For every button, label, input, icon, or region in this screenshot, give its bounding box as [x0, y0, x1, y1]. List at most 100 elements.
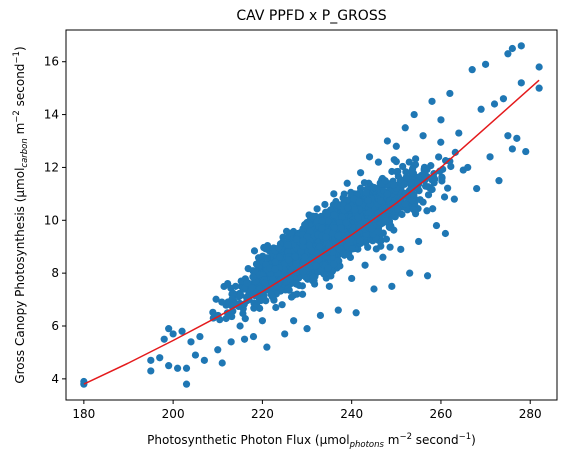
y-axis-label: Gross Canopy Photosynthesis (µmolcarbon …	[12, 46, 30, 383]
scatter-point	[292, 268, 300, 276]
y-tick-label: 14	[44, 108, 59, 122]
y-tick-label: 12	[44, 160, 59, 174]
scatter-point	[147, 356, 155, 364]
scatter-point	[173, 364, 182, 372]
scatter-point	[481, 60, 490, 68]
chart-title: CAV PPFD x P_GROSS	[236, 8, 386, 24]
scatter-point	[260, 292, 268, 300]
scatter-point	[327, 272, 335, 280]
scatter-point	[429, 205, 437, 213]
fit-line	[83, 79, 540, 385]
scatter-point	[535, 84, 543, 92]
scatter-point	[178, 327, 186, 335]
scatter-point	[330, 224, 339, 232]
scatter-point	[297, 247, 305, 256]
scatter-point	[348, 245, 357, 253]
points-layer	[80, 42, 543, 388]
y-tick-label: 6	[51, 319, 59, 333]
scatter-point	[352, 309, 360, 317]
scatter-point	[290, 317, 298, 325]
scatter-point	[254, 254, 263, 262]
scatter-point	[376, 197, 385, 205]
scatter-point	[307, 246, 316, 255]
scatter-point	[291, 253, 299, 261]
scatter-point	[275, 244, 283, 252]
scatter-point	[200, 356, 208, 364]
scatter-point	[435, 153, 443, 161]
scatter-point	[392, 168, 401, 176]
scatter-point	[423, 207, 431, 215]
scatter-point	[409, 206, 418, 214]
scatter-point	[196, 332, 204, 341]
scatter-point	[330, 211, 338, 219]
scatter-point	[392, 158, 400, 166]
scatter-point	[249, 273, 257, 281]
scatter-point	[361, 261, 369, 269]
scatter-point	[386, 243, 394, 251]
scatter-point	[455, 129, 463, 137]
scatter-point	[451, 148, 459, 156]
scatter-point	[400, 180, 409, 188]
scatter-point	[286, 275, 294, 283]
scatter-point	[431, 175, 439, 183]
scatter-point	[312, 262, 320, 270]
scatter-point	[379, 253, 387, 261]
scatter-point	[256, 285, 264, 293]
scatter-point	[293, 290, 301, 298]
scatter-point	[165, 362, 173, 370]
scatter-point	[282, 227, 291, 235]
x-tick-label: 180	[72, 407, 95, 421]
scatter-point	[423, 272, 432, 280]
scatter-point	[318, 224, 326, 232]
scatter-point	[499, 95, 508, 103]
scatter-point	[356, 223, 364, 231]
x-tick-label: 200	[162, 407, 185, 421]
scatter-point	[292, 235, 301, 243]
y-tick-label: 8	[51, 266, 59, 280]
scatter-point	[252, 260, 261, 268]
scatter-point	[508, 44, 516, 53]
scatter-point	[262, 245, 270, 253]
scatter-point	[250, 247, 259, 255]
scatter-point	[374, 227, 382, 236]
scatter-point	[337, 224, 345, 232]
x-tick-label: 240	[340, 407, 363, 421]
scatter-point	[468, 66, 476, 74]
scatter-point	[281, 330, 289, 338]
scatter-point	[444, 184, 452, 192]
scatter-point	[261, 279, 269, 287]
scatter-point	[382, 217, 390, 225]
scatter-point	[432, 221, 441, 230]
scatter-point	[267, 290, 275, 298]
scatter-point	[313, 205, 321, 213]
scatter-point	[316, 311, 325, 320]
scatter-point	[292, 260, 300, 268]
scatter-point	[357, 169, 365, 177]
scatter-point	[383, 137, 391, 145]
scatter-point	[325, 241, 333, 250]
scatter-point	[401, 124, 409, 132]
scatter-point	[218, 359, 226, 367]
scatter-point	[325, 282, 333, 290]
scatter-point	[343, 179, 351, 187]
scatter-point	[391, 213, 399, 221]
scatter-point	[165, 325, 173, 333]
scatter-point	[236, 322, 244, 330]
scatter-point	[419, 198, 427, 206]
y-tick-label: 10	[44, 213, 59, 227]
scatter-point	[263, 343, 271, 351]
scatter-point	[228, 312, 236, 321]
scatter-point	[335, 245, 343, 253]
scatter-point	[370, 183, 378, 192]
scatter-point	[477, 105, 485, 113]
scatter-point	[299, 267, 308, 276]
scatter-point	[504, 132, 512, 140]
scatter-point	[513, 134, 521, 142]
scatter-point	[156, 354, 164, 362]
scatter-point	[535, 63, 543, 71]
scatter-point	[303, 325, 311, 333]
scatter-point	[407, 178, 416, 187]
scatter-point	[389, 200, 397, 208]
scatter-point	[362, 238, 370, 247]
